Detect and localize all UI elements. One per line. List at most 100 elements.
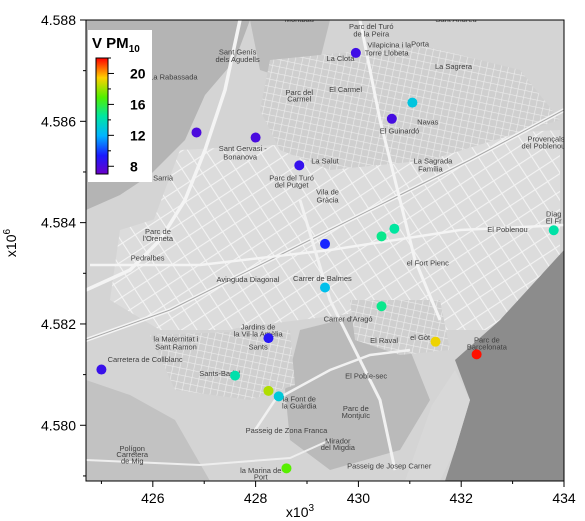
map-label: de la Peira <box>353 30 390 39</box>
data-point <box>320 282 330 293</box>
map-label: del Poblenou <box>522 142 566 151</box>
map-label: La Salut <box>311 156 339 165</box>
data-point <box>294 160 305 171</box>
colorbar-tick-label: 20 <box>130 65 146 81</box>
data-point <box>96 364 107 375</box>
x-axis-label-exponent: 3 <box>309 503 315 514</box>
colorbar-title-subscript: 10 <box>129 44 141 55</box>
map-label: la Maternitat i <box>153 335 198 344</box>
map-label: la Vil·la Amèlia <box>234 330 284 339</box>
data-point <box>386 113 397 124</box>
map-label: Carretera de Collblanc <box>108 355 183 364</box>
map-label: La Sagrada <box>414 156 454 165</box>
map-label: Passeig de Zona Franca <box>246 426 329 435</box>
map-label: Bonanova <box>223 152 258 161</box>
x-tick-label: 428 <box>244 490 268 506</box>
data-point <box>250 132 261 143</box>
y-axis-label-exponent: 6 <box>2 228 13 234</box>
map-label: Sants-Badal <box>199 369 240 378</box>
map-label: Torre Llobeta <box>365 48 410 57</box>
data-point <box>471 349 482 360</box>
data-point <box>548 225 559 236</box>
map-label: Parc del Turó <box>269 174 314 183</box>
map-label: Montjuïc <box>342 411 371 420</box>
map-label: Sarrià <box>153 174 174 183</box>
map-label: El Guinardó <box>380 126 420 135</box>
map-label: Sant Gervasi - <box>219 144 267 153</box>
y-axis-ticks: 4.580 4.582 4.584 4.586 4.588 <box>41 12 86 477</box>
map-label: Sant Ramon <box>155 342 197 351</box>
y-tick-label: 4.586 <box>41 113 76 129</box>
colorbar-tick-label: 8 <box>130 158 138 174</box>
map-label: El Poble-sec <box>345 372 387 381</box>
map-label: la Font de <box>283 394 316 403</box>
map-label: Família <box>418 164 443 173</box>
x-tick-label: 432 <box>450 490 474 506</box>
map-label: Vila de <box>316 187 339 196</box>
colorbar: V PM10 8 12 16 20 <box>88 30 152 182</box>
colorbar-gradient <box>95 57 109 175</box>
map-label: Mirador <box>325 437 351 446</box>
map-label: Parc de <box>474 336 500 345</box>
map-label: de Mig <box>121 456 144 465</box>
map-label: El Raval <box>370 336 398 345</box>
map-label: dels Agudells <box>216 55 260 64</box>
map-label: Carrer d'Aragó <box>324 314 373 323</box>
map-label: Parc de <box>145 227 171 236</box>
x-axis-label: x103 <box>286 503 315 520</box>
map-label: Avinguda Diagonal <box>216 275 279 284</box>
data-point <box>376 231 387 242</box>
y-tick-label: 4.582 <box>41 316 76 332</box>
data-point <box>263 333 274 344</box>
map-label: del Migdia <box>321 443 356 452</box>
map-label: El Poblenou <box>487 225 527 234</box>
map-label: Gràcia <box>317 195 340 204</box>
map-label: La Rabassada <box>149 72 198 81</box>
map-label: Passeig de Josep Carner <box>347 461 432 470</box>
data-point <box>389 223 400 234</box>
map-label: el Gòt <box>410 333 431 342</box>
map-label: Pedralbes <box>131 254 165 263</box>
map-label: Porta <box>411 39 430 48</box>
map-label: el Fort Pienc <box>407 259 449 268</box>
y-axis-label: x106 <box>2 228 19 257</box>
colorbar-ticks: 8 12 16 20 <box>108 57 146 174</box>
map-label: El Carmel <box>329 85 362 94</box>
axes: 426 428 430 432 434 4.5804.5824.5844.5864.58… <box>2 12 576 520</box>
map-label: Navas <box>417 117 439 126</box>
map-label: La Sagrera <box>435 62 473 71</box>
data-point <box>263 385 274 396</box>
data-point <box>281 463 292 474</box>
x-axis-ticks: 426 428 430 432 434 <box>100 481 576 506</box>
map-label: Barcelonata <box>467 342 508 351</box>
map-label: Provençals <box>527 135 564 144</box>
plot-frame <box>85 19 565 482</box>
background-map <box>86 20 564 481</box>
x-tick-label: 426 <box>141 490 165 506</box>
map-label: del Putget <box>275 181 310 190</box>
map-label: Sants <box>249 342 268 351</box>
map-label: Carmel <box>287 95 312 104</box>
map-label: Vilapicina i la <box>367 40 411 49</box>
y-tick-label: 4.580 <box>41 417 76 433</box>
map-label: La Clota <box>326 54 355 63</box>
map-label: Montbau <box>285 15 314 24</box>
map-label: Parc del Turó <box>349 22 394 31</box>
colorbar-tick-label: 16 <box>130 96 146 112</box>
data-point <box>320 238 330 249</box>
data-point <box>191 127 202 138</box>
map-label: Sant Genís <box>219 47 257 56</box>
map-label: El Fr <box>546 217 562 226</box>
map-label: Carrer de Balmes <box>293 274 352 283</box>
data-point <box>230 370 241 381</box>
colorbar-title: V PM10 <box>92 35 140 55</box>
map-label: Jardins de <box>241 323 276 332</box>
map-label: la Guàrdia <box>282 402 317 411</box>
data-point <box>273 391 284 402</box>
map-label: Polígon <box>120 444 145 453</box>
marker-layer <box>96 47 559 474</box>
data-point <box>407 97 418 108</box>
map-label: la Marina de <box>240 466 281 475</box>
